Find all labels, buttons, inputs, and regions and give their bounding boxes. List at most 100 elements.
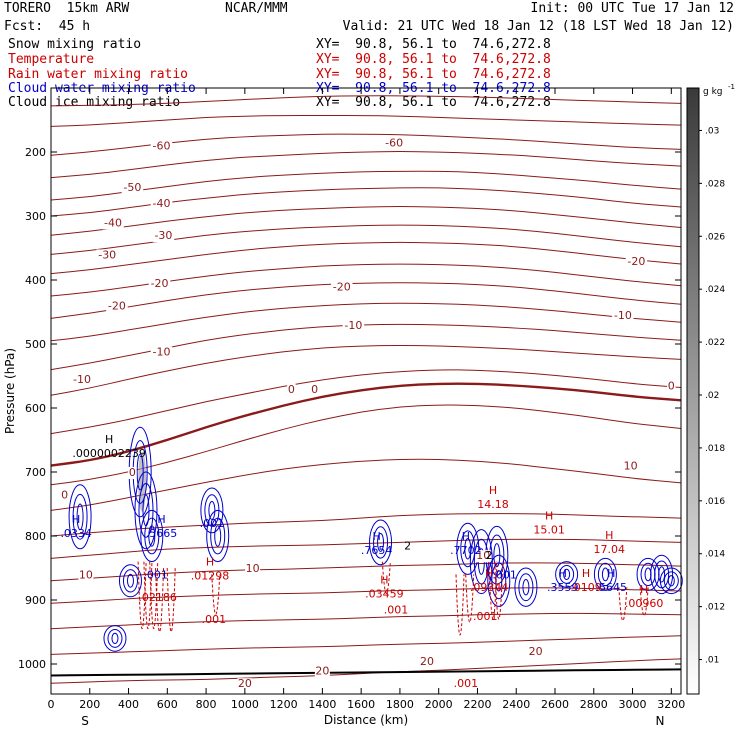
- cloud-water-contour: [658, 566, 666, 583]
- cloud-water-contour: [559, 564, 575, 584]
- isotherm-contour: [50, 187, 682, 217]
- temperature-contour-label: -40: [104, 216, 122, 229]
- field-temperature-name: Temperature: [8, 52, 95, 67]
- temperature-contour-label: 0: [311, 383, 318, 396]
- contour-value-label: 2: [404, 540, 411, 553]
- rain-water-contour: [211, 574, 221, 615]
- rain-water-contour: [494, 561, 504, 620]
- cloud-water-contour: [487, 554, 511, 607]
- x-tick-label: 2800: [580, 698, 608, 711]
- cloud-water-contour: [122, 569, 138, 593]
- forecast-hour: Fcst: 45 h: [4, 19, 91, 34]
- maximum-value-label: .7654: [361, 544, 393, 557]
- temperature-contour-label-bg: [331, 281, 353, 294]
- temperature-contour-label-bg: [528, 646, 544, 659]
- isotherm-contour: [50, 282, 682, 319]
- contour-value-label: .001: [454, 677, 479, 690]
- cloud-water-contour: [214, 525, 222, 547]
- cloud-water-contour: [144, 517, 160, 555]
- temperature-contour-label-bg: [102, 217, 124, 230]
- temperature-contour-label: 10: [624, 460, 638, 473]
- temperature-contour-label-bg: [625, 255, 648, 268]
- temperature-contour-label: -60: [153, 140, 171, 153]
- x-tick-label: 600: [157, 698, 178, 711]
- x-tick-label: 3000: [619, 698, 647, 711]
- temperature-contour-label-bg: [150, 198, 173, 211]
- cloud-water-contour: [469, 529, 493, 595]
- temperature-contour-label-bg: [245, 563, 261, 575]
- colorbar-tick-label: .016: [705, 497, 725, 507]
- field-snow-name: Snow mixing ratio: [8, 37, 142, 52]
- temperature-contour-label-bg: [342, 319, 365, 332]
- isotherm-contour: [50, 513, 682, 537]
- temperature-contour-label: -50: [123, 181, 141, 194]
- temperature-contour-label: 0: [61, 488, 68, 501]
- ground-surface-line: [50, 668, 682, 677]
- isotherm-contour: [50, 587, 682, 604]
- isotherm-contour: [50, 635, 682, 655]
- colorbar-unit-exponent: -1: [728, 83, 735, 91]
- cloud-water-contour: [206, 509, 230, 563]
- colorbar-unit: g kg: [703, 87, 723, 97]
- cloud-water-contour: [136, 453, 144, 491]
- temperature-contour-label-bg: [667, 380, 676, 393]
- temperature-contour-label: -10: [344, 319, 362, 332]
- valid-time: Valid: 21 UTC Wed 18 Jan 12 (18 LST Wed …: [342, 19, 734, 34]
- rain-water-contour: [455, 574, 465, 636]
- colorbar-tick-label: .026: [705, 232, 725, 242]
- maximum-value-label: .01298: [191, 570, 230, 583]
- cloud-water-contour: [208, 500, 216, 520]
- maximum-value-label: 17.04: [594, 543, 626, 556]
- temperature-contour-label-bg: [623, 460, 639, 473]
- cloud-water-contour: [456, 522, 480, 575]
- temperature-contour-label: -10: [73, 373, 91, 386]
- isotherm-contour: [50, 538, 682, 559]
- temperature-contour-label: 20: [420, 655, 434, 668]
- x-tick-label: 1800: [386, 698, 414, 711]
- rain-water-contour: [155, 567, 165, 633]
- isotherm-contour: [50, 612, 682, 630]
- y-tick-label: 200: [25, 146, 46, 159]
- south-end-label: S: [81, 714, 89, 728]
- isotherm-contour: [50, 562, 682, 582]
- rain-water-contour: [166, 567, 176, 633]
- field-rain-name: Rain water mixing ratio: [8, 67, 189, 82]
- cloud-water-contour: [593, 557, 617, 591]
- maximum-value-label: .0334: [60, 527, 92, 540]
- y-tick-label: 800: [25, 530, 46, 543]
- cloud-water-contour: [563, 568, 571, 581]
- y-tick-label: 700: [25, 466, 46, 479]
- contour-value-label: .001: [202, 613, 227, 626]
- temperature-contour-label-bg: [152, 230, 175, 243]
- maximum-marker: H: [582, 567, 590, 580]
- north-end-label: N: [656, 714, 665, 728]
- colorbar-tick-label: .018: [705, 444, 725, 454]
- temperature-contour-label: 10: [79, 568, 93, 581]
- cloud-water-contour: [460, 530, 476, 568]
- rain-water-contour: [618, 587, 628, 622]
- field-snow-xy: XY= 90.8, 56.1 to 74.6,272.8: [316, 37, 551, 52]
- cloud-water-contour: [118, 564, 142, 598]
- cloud-water-contour: [514, 567, 538, 607]
- cloud-water-contour: [126, 573, 134, 588]
- x-tick-label: 2600: [541, 698, 569, 711]
- maximum-marker: H: [206, 556, 214, 569]
- isotherm-contour: [50, 95, 682, 107]
- contour-value-label: .02186: [138, 591, 177, 604]
- cloud-water-contour: [555, 561, 579, 588]
- field-rain-xy: XY= 90.8, 56.1 to 74.6,272.8: [316, 67, 551, 82]
- maximum-value-label: .09344: [470, 581, 509, 594]
- init-time: Init: 00 UTC Tue 17 Jan 12: [530, 1, 735, 16]
- contour-value-label: .001: [384, 604, 409, 617]
- y-tick-label: 1000: [18, 658, 46, 671]
- colorbar-tick-label: .024: [705, 285, 725, 295]
- x-tick-label: 3200: [657, 698, 685, 711]
- temperature-contour-label: -20: [627, 255, 645, 268]
- maximum-marker: H: [607, 567, 615, 580]
- temperature-contour-label-bg: [128, 467, 137, 479]
- temperature-contour-label-bg: [612, 310, 634, 323]
- cloud-water-contour: [373, 526, 389, 559]
- temperature-contour-label-bg: [310, 383, 319, 396]
- temperature-contour-label-bg: [78, 569, 94, 582]
- isotherm-contour: [50, 151, 682, 179]
